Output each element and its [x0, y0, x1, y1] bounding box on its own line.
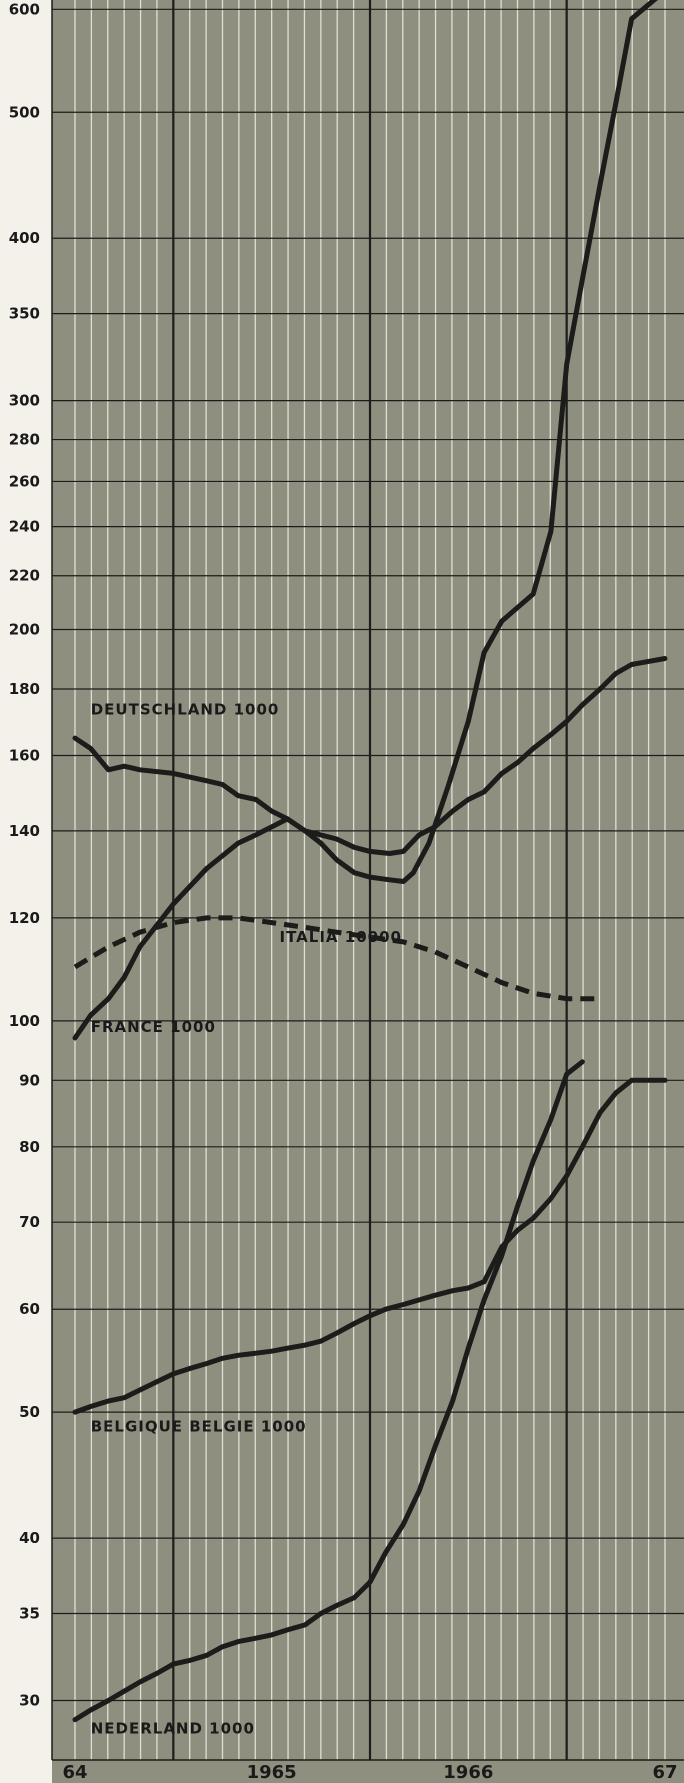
year-divider-lines [172, 0, 568, 1760]
y-tick-label: 90 [19, 1071, 40, 1089]
y-tick-label: 260 [9, 472, 40, 490]
y-tick-label: 120 [9, 909, 40, 927]
y-tick-label: 240 [9, 518, 40, 536]
series-label-deutschland-1000: DEUTSCHLAND 1000 [91, 701, 280, 719]
y-tick-label: 180 [9, 680, 40, 698]
series-labels: DEUTSCHLAND 1000 FRANCE 1000 ITALIA 10000 B… [91, 701, 402, 1738]
y-tick-label: 70 [19, 1213, 40, 1231]
y-tick-label: 600 [9, 0, 40, 18]
series-line-belgique-belgie-1000 [72, 1077, 668, 1415]
y-tick-label: 220 [9, 567, 40, 585]
y-tick-label: 60 [19, 1300, 40, 1318]
y-tick-label: 400 [9, 229, 40, 247]
series-label-italia-10000: ITALIA 10000 [280, 928, 402, 946]
y-tick-label: 100 [9, 1012, 40, 1030]
y-tick-label: 35 [19, 1604, 40, 1622]
series-line-deutschland-1000 [72, 0, 658, 884]
y-tick-label: 160 [9, 747, 40, 765]
series-label-nederland-1000: NEDERLAND 1000 [91, 1719, 255, 1737]
series-label-belgique-belgie-1000: BELGIQUE BELGIE 1000 [91, 1418, 307, 1436]
series-line-france-1000 [72, 656, 668, 1041]
y-tick-label: 300 [9, 392, 40, 410]
x-tick-label: 1965 [247, 1762, 297, 1783]
x-axis: 64 1965 1966 67 [52, 1759, 684, 1783]
series-line-nederland-1000 [72, 1059, 585, 1723]
plot-background [52, 0, 684, 1783]
horizontal-gridlines [52, 8, 684, 1702]
y-tick-label: 500 [9, 103, 40, 121]
y-axis: 30 35 40 50 60 70 80 90 100 120 140 160 180 200 220 240… [9, 0, 53, 1760]
vertical-gridlines [74, 0, 666, 1760]
series-label-france-1000: FRANCE 1000 [91, 1018, 216, 1036]
series-lines [72, 0, 668, 1723]
y-tick-label: 200 [9, 621, 40, 639]
y-tick-label: 30 [19, 1692, 40, 1710]
y-tick-label: 350 [9, 305, 40, 323]
x-tick-label: 67 [652, 1762, 677, 1783]
series-line-italia-10000 [73, 915, 601, 1002]
y-tick-label: 80 [19, 1138, 40, 1156]
y-tick-label: 280 [9, 431, 40, 449]
x-tick-label: 64 [62, 1762, 87, 1783]
y-tick-label: 50 [19, 1403, 40, 1421]
y-tick-label: 40 [19, 1529, 40, 1547]
y-tick-label: 140 [9, 822, 40, 840]
x-tick-label: 1966 [443, 1762, 493, 1783]
